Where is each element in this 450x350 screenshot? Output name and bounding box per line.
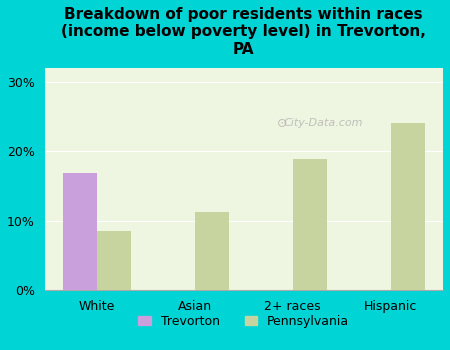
Bar <box>391 123 425 290</box>
Legend: Trevorton, Pennsylvania: Trevorton, Pennsylvania <box>133 310 354 333</box>
Bar <box>195 212 229 290</box>
Text: City-Data.com: City-Data.com <box>284 118 363 128</box>
Title: Breakdown of poor residents within races
(income below poverty level) in Trevort: Breakdown of poor residents within races… <box>61 7 426 57</box>
Bar <box>293 159 327 290</box>
Bar <box>97 231 131 290</box>
Bar <box>63 173 97 290</box>
Text: ⊙: ⊙ <box>276 117 287 130</box>
